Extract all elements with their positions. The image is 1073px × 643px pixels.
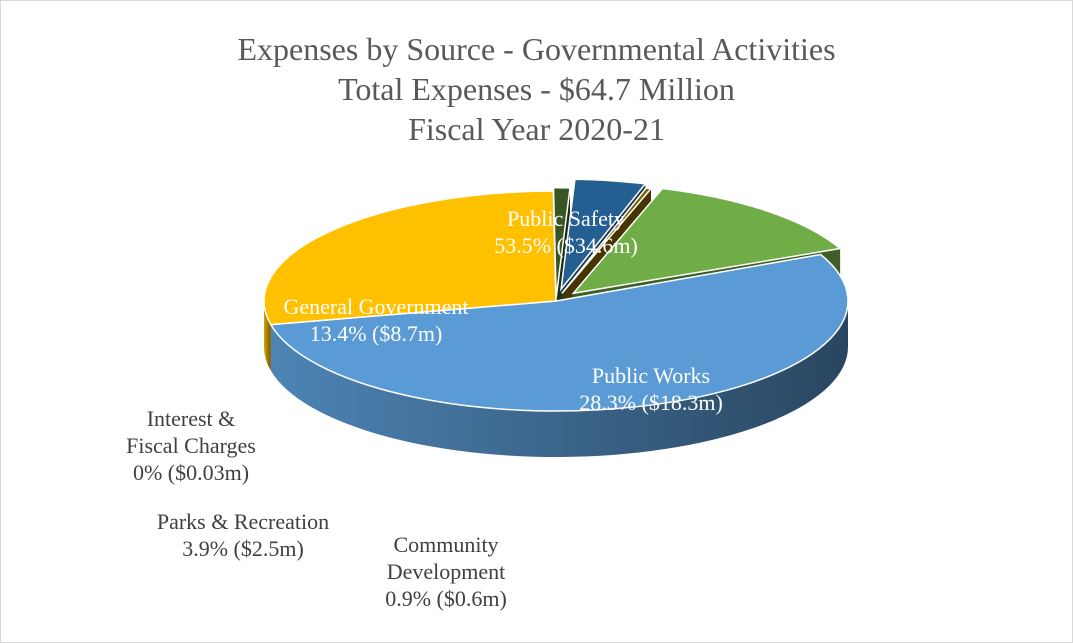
pie-wall-public-works <box>264 301 271 371</box>
pie-slice-public-safety <box>269 253 849 412</box>
pie-slice-parks-recreation <box>559 178 647 292</box>
data-label-public-works: Public Works 28.3% ($18.3m) <box>579 363 723 415</box>
data-label-general-government: General Government 13.4% ($8.7m) <box>283 294 468 346</box>
chart-title-line-2: Total Expenses - $64.7 Million <box>338 71 735 107</box>
pie-slice-interest-fiscal-charges <box>561 187 653 294</box>
data-label-parks-recreation: Parks & Recreation 3.9% ($2.5m) <box>157 509 329 561</box>
data-label-public-safety: Public Safety 53.5% ($34.6m) <box>494 206 638 258</box>
pie-tops <box>263 178 849 412</box>
data-label-interest-fiscal-charges: Interest & Fiscal Charges 0% ($0.03m) <box>126 406 256 485</box>
chart-title-line-3: Fiscal Year 2020-21 <box>408 111 665 147</box>
pie-slice-community-development <box>552 187 571 298</box>
chart-title-line-1: Expenses by Source - Governmental Activi… <box>237 31 836 67</box>
pie-slice-general-government <box>571 187 842 295</box>
pie-slice-public-works <box>263 190 557 326</box>
data-label-community-development: Community Development 0.9% ($0.6m) <box>385 532 507 611</box>
pie-wall-public-safety <box>270 301 848 457</box>
